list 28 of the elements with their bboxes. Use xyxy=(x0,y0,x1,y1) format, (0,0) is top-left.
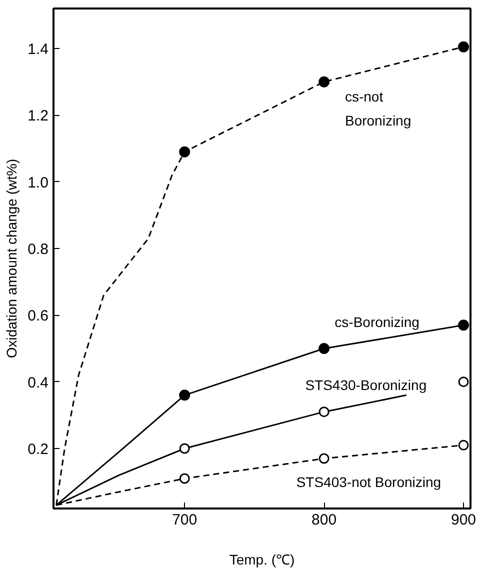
point xyxy=(458,440,469,450)
y-axis-title: Oxidation amount change (wt%) xyxy=(4,158,20,358)
y-tick-label: 1.4 xyxy=(28,41,49,58)
x-tick-label: 700 xyxy=(172,512,198,528)
y-tick-label: 1.0 xyxy=(28,174,49,192)
point xyxy=(458,320,470,331)
x-tick-label: 800 xyxy=(312,512,337,528)
y-tick-label: 0.6 xyxy=(28,308,49,325)
point xyxy=(318,343,330,354)
point xyxy=(318,76,330,88)
series-label: cs-not Boronizing xyxy=(344,88,412,128)
point xyxy=(458,41,470,52)
series-label: STS430-Boronizing xyxy=(305,377,427,394)
y-tick-label: 0.4 xyxy=(28,374,49,392)
series-label: STS403-not Boronizing xyxy=(296,474,442,490)
point xyxy=(179,146,190,158)
x-axis-title: Temp. (℃) xyxy=(229,552,295,568)
point xyxy=(318,453,330,464)
point xyxy=(179,443,190,454)
point xyxy=(179,390,190,401)
x-tick-label: 900 xyxy=(451,512,476,528)
y-tick-label: 1.2 xyxy=(28,108,49,125)
y-tick-label: 0.8 xyxy=(28,241,49,258)
series-label: cs-Boronizing xyxy=(334,314,420,330)
point xyxy=(458,376,469,388)
y-tick-label: 0.2 xyxy=(28,441,49,458)
point xyxy=(179,473,190,484)
point xyxy=(318,406,330,418)
